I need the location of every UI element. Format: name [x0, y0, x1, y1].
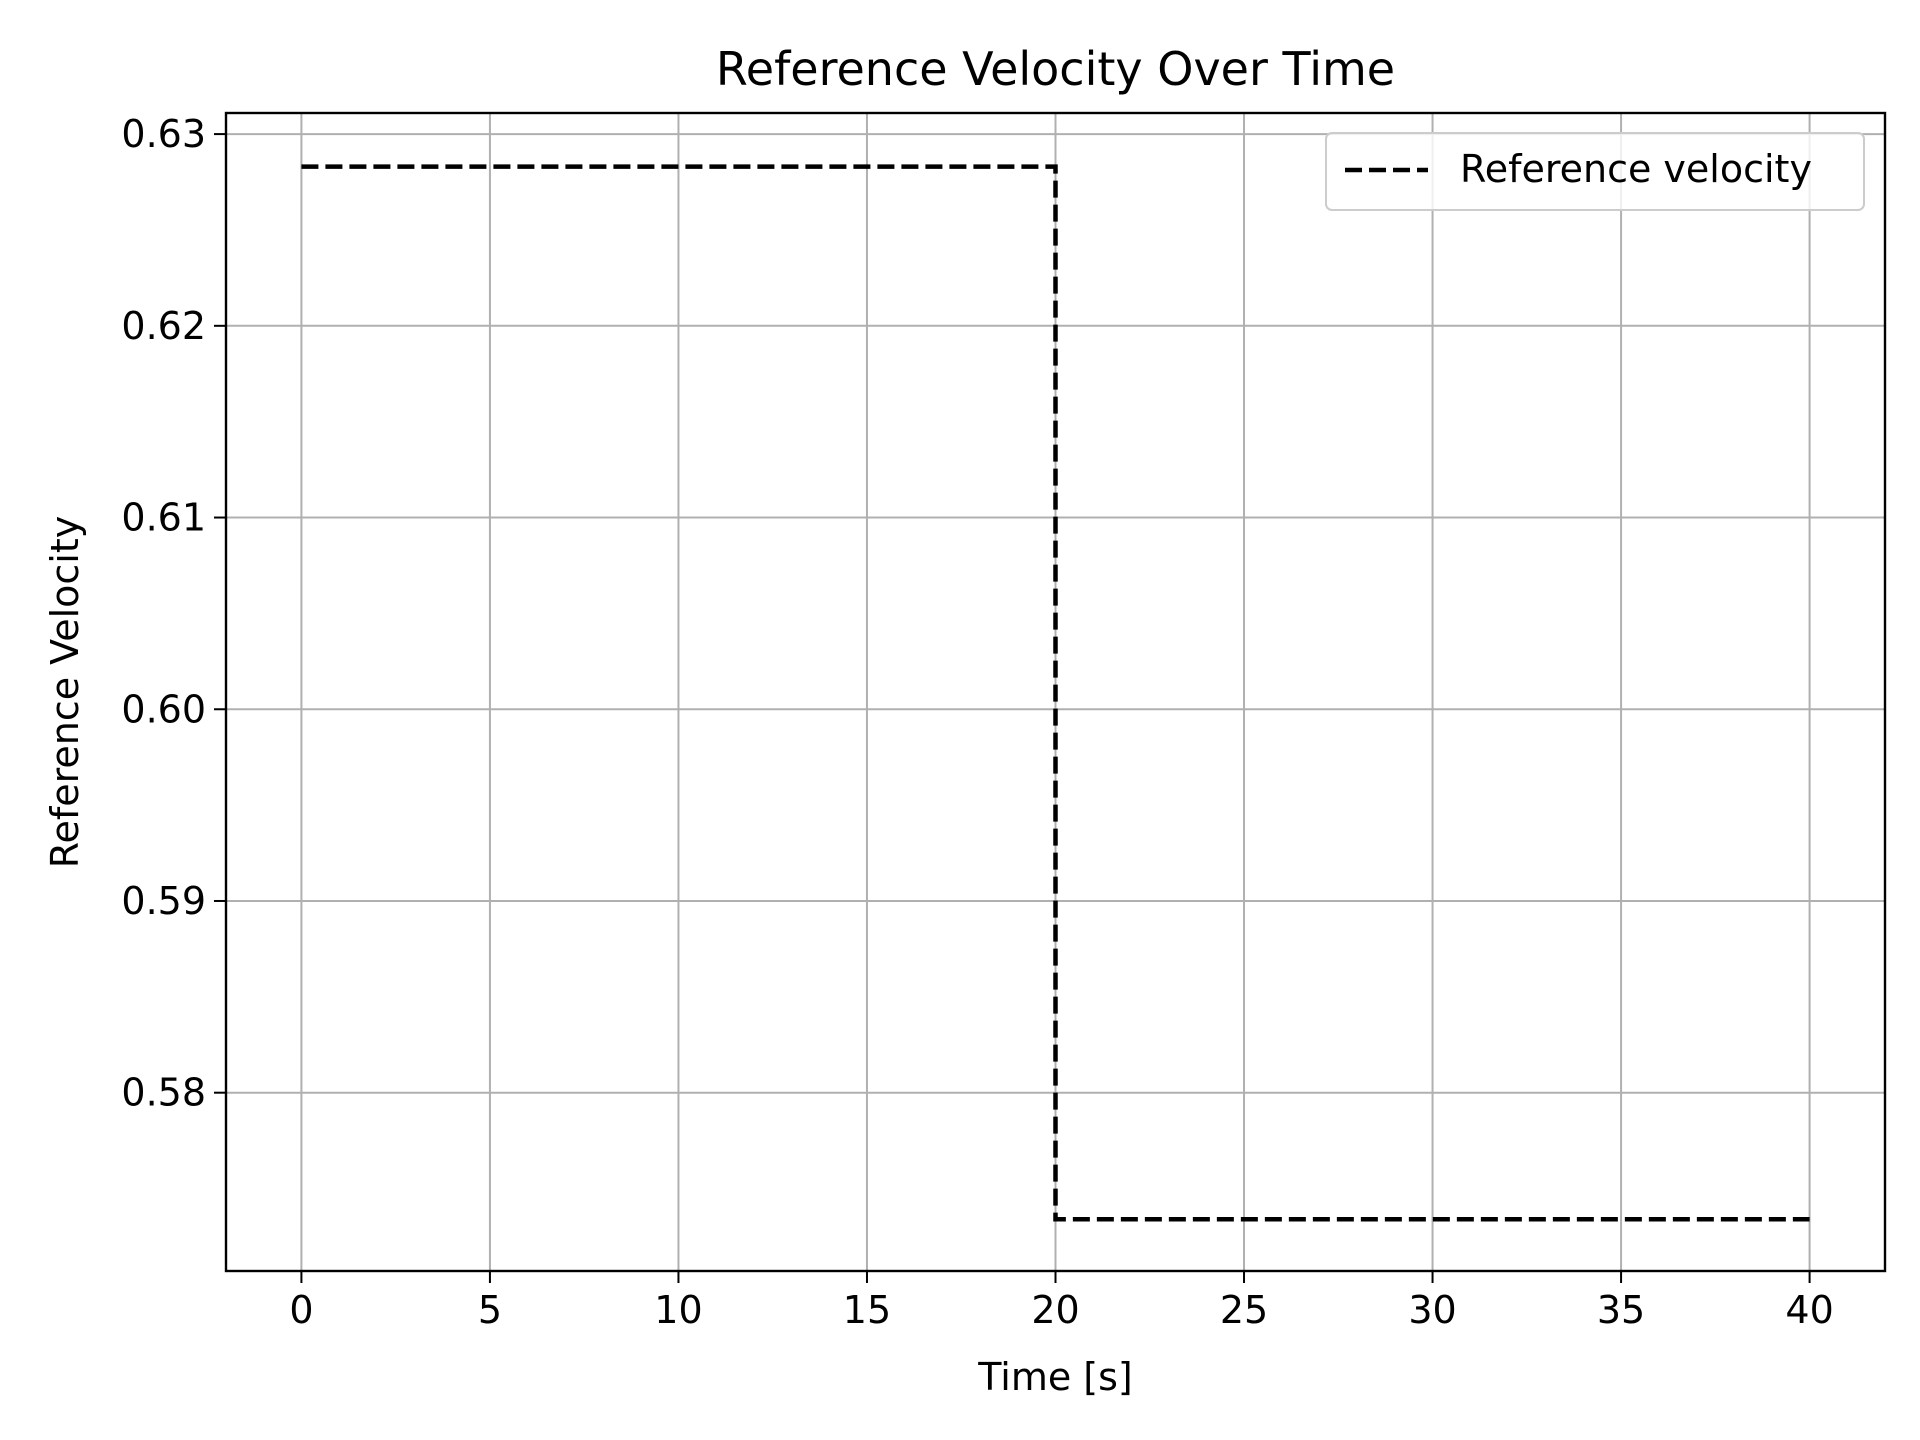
- plot-series: [301, 164, 1810, 1222]
- x-tick-label: 15: [843, 1288, 891, 1332]
- y-tick-label: 0.63: [121, 112, 206, 156]
- x-tick-label: 0: [289, 1288, 313, 1332]
- x-axis-label: Time [s]: [977, 1355, 1133, 1399]
- y-tick-label: 0.61: [121, 496, 206, 540]
- x-tick-label: 30: [1408, 1288, 1456, 1332]
- legend-label: Reference velocity: [1460, 147, 1812, 191]
- y-tick-label: 0.62: [121, 304, 206, 348]
- chart-title: Reference Velocity Over Time: [716, 42, 1395, 96]
- x-tick-label: 20: [1031, 1288, 1079, 1332]
- x-tick-label: 40: [1785, 1288, 1833, 1332]
- x-tick-label: 10: [654, 1288, 702, 1332]
- axis-ticks: 0 5 10 15 20 25 30 35 40 0.58 0.59 0.60 0.61 0.62 0.63: [121, 112, 1833, 1332]
- x-tick-label: 35: [1597, 1288, 1645, 1332]
- x-tick-label: 5: [478, 1288, 502, 1332]
- y-tick-label: 0.58: [121, 1071, 206, 1115]
- legend: Reference velocity: [1325, 132, 1865, 211]
- legend-box: [1325, 132, 1865, 211]
- y-axis-label: Reference Velocity: [43, 516, 87, 869]
- y-tick-label: 0.59: [121, 879, 206, 923]
- x-tick-label: 25: [1220, 1288, 1268, 1332]
- series-line: [301, 164, 1810, 1222]
- y-tick-label: 0.60: [121, 687, 206, 731]
